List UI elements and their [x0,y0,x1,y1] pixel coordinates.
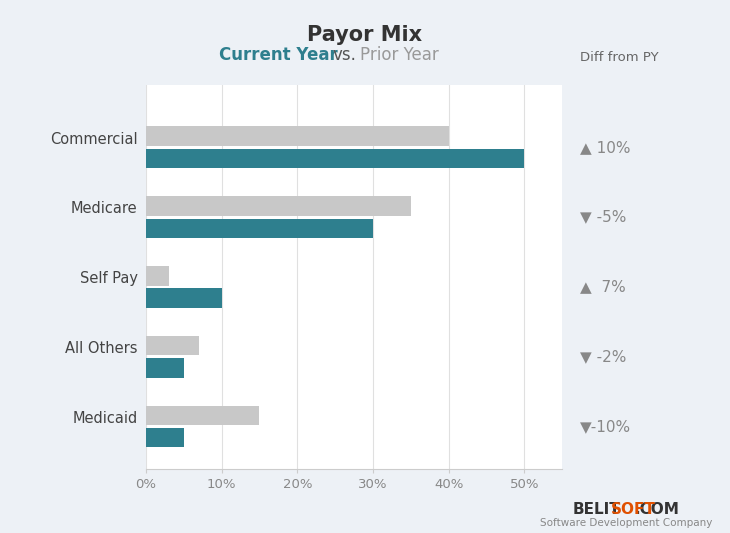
Text: Current Year: Current Year [219,46,338,64]
Bar [146,428,184,447]
Bar [146,196,411,216]
Text: Diff from PY: Diff from PY [580,51,659,64]
Text: ▼-10%: ▼-10% [580,419,631,434]
Text: Payor Mix: Payor Mix [307,25,423,45]
Bar [146,288,222,308]
Text: vs.: vs. [332,46,356,64]
Bar [146,126,449,146]
Bar [146,336,199,356]
Bar [146,266,169,286]
Text: SOFT: SOFT [611,502,656,516]
Text: .COM: .COM [634,502,679,516]
Text: Software Development Company: Software Development Company [540,519,712,528]
Bar [146,149,524,168]
Text: ▲ 10%: ▲ 10% [580,140,631,155]
Text: ▼ -5%: ▼ -5% [580,209,627,224]
Text: ▼ -2%: ▼ -2% [580,349,627,364]
Bar [146,406,259,425]
Bar [146,358,184,378]
Text: BELIT: BELIT [573,502,620,516]
Text: Prior Year: Prior Year [360,46,439,64]
Text: ▲  7%: ▲ 7% [580,279,626,294]
Bar [146,219,373,238]
